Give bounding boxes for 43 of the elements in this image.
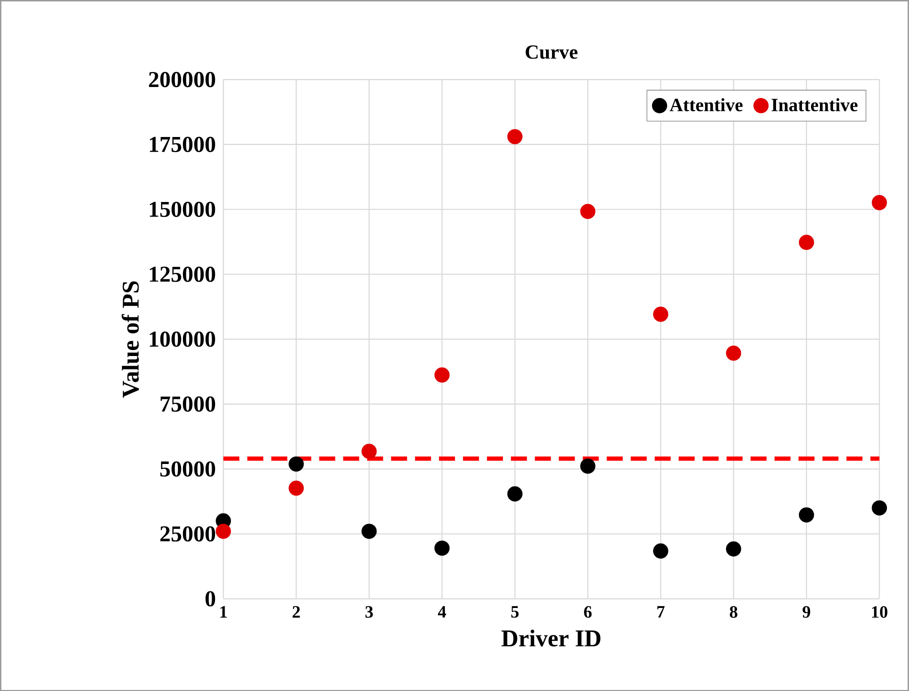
y-tick-label: 0 xyxy=(206,590,216,606)
legend-label: Attentive xyxy=(670,98,743,112)
point xyxy=(580,458,596,474)
y-tick-label: 150000 xyxy=(150,202,216,217)
chart-title: Curve xyxy=(526,45,578,59)
point xyxy=(580,204,596,219)
point xyxy=(798,234,814,250)
point xyxy=(288,480,304,496)
point xyxy=(726,541,742,556)
x-tick-label: 4 xyxy=(438,606,446,618)
point xyxy=(434,367,450,382)
x-tick-label: 10 xyxy=(872,606,888,618)
point xyxy=(872,500,887,516)
y-tick-label: 100000 xyxy=(150,331,216,347)
point xyxy=(872,194,887,210)
y-tick-label: 175000 xyxy=(150,136,216,152)
point xyxy=(507,486,523,502)
point xyxy=(507,128,523,144)
x-tick-label: 6 xyxy=(584,606,592,618)
x-tick-label: 9 xyxy=(802,606,810,618)
legend-label: Inattentive xyxy=(772,98,858,112)
x-tick-label: 2 xyxy=(292,606,300,618)
x-axis-title: Driver ID xyxy=(502,629,600,646)
point xyxy=(362,524,377,539)
x-tick-label: 5 xyxy=(511,606,519,618)
y-tick-label: 125000 xyxy=(150,266,216,282)
x-tick-label: 1 xyxy=(220,606,227,618)
y-tick-label: 200000 xyxy=(149,72,216,88)
point xyxy=(362,444,377,459)
point xyxy=(653,543,668,558)
point xyxy=(798,507,814,522)
point xyxy=(434,540,450,556)
x-tick-label: 8 xyxy=(730,606,738,618)
point xyxy=(216,524,231,539)
x-tick-label: 7 xyxy=(657,606,665,618)
point xyxy=(653,306,668,322)
y-tick-label: 50000 xyxy=(160,461,216,476)
point xyxy=(726,345,742,361)
x-tick-label: 3 xyxy=(365,606,373,618)
y-tick-label: 25000 xyxy=(160,526,216,542)
point xyxy=(288,456,304,472)
y-tick-label: 75000 xyxy=(160,396,216,412)
y-axis-title: Value of PS xyxy=(122,281,139,398)
